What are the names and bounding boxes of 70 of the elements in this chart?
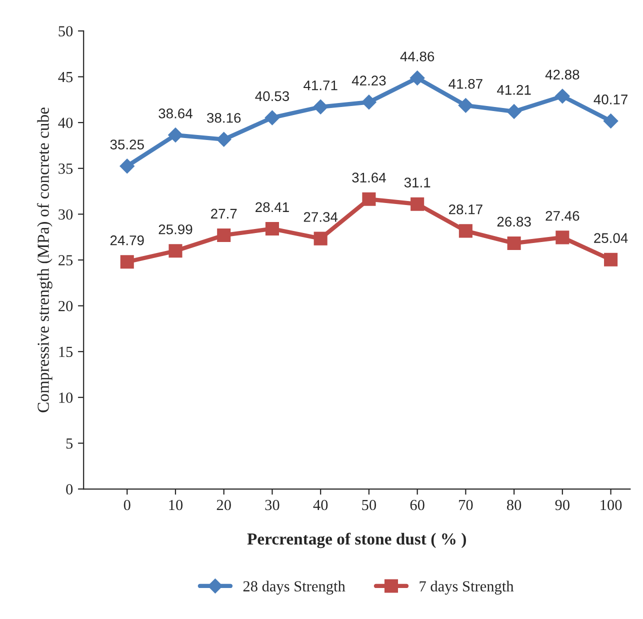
- data-label: 28.17: [449, 204, 482, 214]
- x-tick-label: 30: [265, 500, 280, 510]
- point: [216, 132, 232, 147]
- point: [313, 100, 328, 114]
- y-tick-label: 15: [59, 346, 73, 358]
- y-tick-label: 45: [58, 72, 73, 82]
- legend-label: 7 days Strength: [420, 580, 514, 595]
- x-tick-label: 60: [410, 500, 424, 510]
- x-tick-label: 70: [459, 500, 473, 510]
- point: [120, 158, 135, 174]
- data-label: 31.1: [404, 178, 430, 188]
- y-tick-label: 5: [66, 438, 73, 449]
- x-tick-label: 10: [169, 500, 183, 510]
- x-tick-label: 90: [555, 500, 570, 510]
- point: [507, 236, 521, 250]
- x-tick-label: 20: [216, 500, 231, 510]
- data-label: 41.21: [497, 85, 531, 95]
- point: [265, 222, 279, 236]
- x-axis-title: Percrentage of stone dust ( % ): [247, 532, 466, 548]
- y-tick-label: 40: [58, 118, 73, 128]
- data-label: 40.17: [594, 94, 628, 104]
- data-label: 26.83: [497, 216, 531, 227]
- y-axis-title: Compressive strength (MPa) of concrete cube: [37, 108, 52, 412]
- point: [555, 88, 570, 104]
- point: [506, 104, 522, 119]
- point: [120, 255, 134, 269]
- point: [410, 197, 424, 211]
- point: [603, 114, 618, 128]
- x-tick-label: 0: [124, 500, 130, 510]
- point: [217, 228, 231, 242]
- data-label: 42.88: [545, 70, 580, 80]
- x-tick-label: 50: [362, 500, 376, 510]
- point: [458, 224, 472, 238]
- point: [556, 230, 570, 244]
- data-label: 25.99: [158, 224, 192, 234]
- data-label: 38.16: [207, 112, 241, 123]
- data-label: 42.23: [352, 76, 386, 86]
- y-tick-label: 0: [66, 484, 73, 494]
- data-label: 41.87: [448, 78, 482, 89]
- data-label: 27.46: [546, 210, 580, 221]
- data-label: 35.25: [110, 140, 144, 150]
- point: [458, 98, 474, 113]
- data-label: 28.41: [256, 202, 289, 212]
- legend-label: 28 days Strength: [243, 580, 346, 595]
- data-label: 27.7: [211, 208, 237, 218]
- y-tick-label: 10: [59, 392, 73, 403]
- point: [264, 110, 280, 126]
- data-label: 44.86: [400, 52, 434, 62]
- x-tick-label: 100: [600, 500, 622, 510]
- x-tick-label: 80: [507, 500, 522, 510]
- data-label: 41.71: [304, 80, 338, 90]
- y-tick-label: 25: [58, 255, 73, 266]
- point: [362, 192, 376, 206]
- point: [362, 94, 376, 110]
- data-label: 38.64: [158, 108, 192, 118]
- y-tick-label: 20: [58, 300, 73, 312]
- point: [168, 128, 183, 142]
- data-label: 25.04: [594, 233, 628, 243]
- point: [604, 252, 618, 266]
- y-tick-label: 35: [58, 164, 73, 174]
- point: [314, 232, 328, 246]
- point: [410, 70, 425, 86]
- x-tick-label: 40: [313, 500, 328, 510]
- y-tick-label: 50: [58, 26, 73, 36]
- point: [168, 244, 182, 258]
- data-label: 27.34: [304, 212, 338, 222]
- data-label: 24.79: [110, 235, 144, 246]
- data-label: 40.53: [255, 91, 289, 102]
- y-tick-label: 30: [58, 209, 73, 220]
- data-label: 31.64: [352, 172, 386, 183]
